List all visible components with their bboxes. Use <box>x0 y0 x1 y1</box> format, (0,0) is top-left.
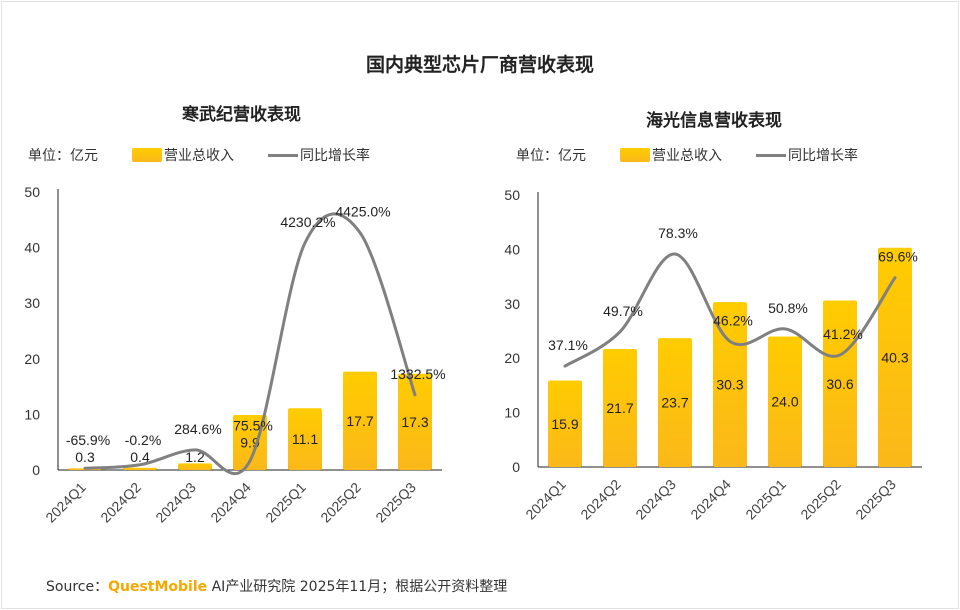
bar-value-label: 0.4 <box>130 449 150 465</box>
x-tick-label: 2025Q3 <box>372 479 419 526</box>
bar-value-label: 1.2 <box>185 449 205 465</box>
growth-label: 50.8% <box>768 300 808 316</box>
bar-value-label: 21.7 <box>606 400 633 416</box>
bar <box>768 336 802 467</box>
growth-line <box>563 252 897 368</box>
growth-label: 284.6% <box>174 421 221 437</box>
bar <box>288 408 322 470</box>
bar-value-label: 30.6 <box>826 376 853 392</box>
legend-line-label: 同比增长率 <box>300 148 370 164</box>
unit-label: 单位：亿元 <box>28 148 98 164</box>
y-tick-label: 20 <box>504 350 520 366</box>
x-tick-label: 2024Q1 <box>42 479 89 526</box>
y-tick-label: 40 <box>24 240 40 256</box>
growth-label: -0.2% <box>125 432 162 448</box>
y-tick-label: 30 <box>24 295 40 311</box>
bar-value-label: 23.7 <box>661 395 688 411</box>
x-tick-label: 2024Q4 <box>207 479 254 526</box>
y-tick-label: 20 <box>24 351 40 367</box>
chart-1: 0 10 20 30 40 50 15.9 2024Q1 21.7 2024Q2 23.7 2024Q… <box>504 187 922 523</box>
bar-value-label: 40.3 <box>881 349 908 365</box>
bar-value-label: 17.3 <box>401 414 428 430</box>
growth-label: 41.2% <box>823 326 863 342</box>
legend-line-swatch <box>268 153 298 157</box>
source-brand: QuestMobile <box>108 579 208 595</box>
growth-label: 69.6% <box>878 249 918 265</box>
bar-value-label: 11.1 <box>292 431 318 447</box>
x-tick-label: 2025Q2 <box>797 476 844 523</box>
growth-label: 37.1% <box>548 337 588 353</box>
growth-label: 1332.5% <box>390 366 445 382</box>
bar <box>178 463 212 470</box>
bar-value-label: 0.3 <box>75 449 95 465</box>
growth-label: -65.9% <box>66 432 110 448</box>
growth-label: 78.3% <box>658 225 698 241</box>
bar <box>823 300 857 467</box>
bar-value-label: 17.7 <box>346 413 373 429</box>
y-tick-label: 0 <box>32 462 40 478</box>
x-tick-label: 2024Q3 <box>152 479 199 526</box>
x-tick-label: 2024Q3 <box>632 476 679 523</box>
bar <box>398 373 432 470</box>
bar <box>658 338 692 467</box>
left-legend: 单位：亿元 营业总收入 同比增长率 <box>28 145 370 165</box>
y-tick-label: 10 <box>504 405 520 421</box>
x-tick-label: 2025Q1 <box>262 479 309 526</box>
y-tick-label: 50 <box>504 187 520 203</box>
bar-value-label: 24.0 <box>771 394 798 410</box>
right-legend: 单位：亿元 营业总收入 同比增长率 <box>516 145 858 165</box>
y-tick-label: 40 <box>504 241 520 257</box>
legend-bar-label: 营业总收入 <box>164 148 234 164</box>
legend-line-swatch <box>756 153 786 157</box>
unit-label: 单位：亿元 <box>516 148 586 164</box>
y-tick-label: 0 <box>512 459 520 475</box>
growth-label: 4425.0% <box>335 204 390 220</box>
x-tick-label: 2024Q2 <box>97 479 144 526</box>
bar-value-label: 30.3 <box>716 377 743 393</box>
growth-label: 49.7% <box>603 303 643 319</box>
growth-label: 4230.2% <box>280 214 335 230</box>
x-tick-label: 2025Q1 <box>742 476 789 523</box>
bar <box>123 467 157 470</box>
legend-bar-swatch <box>620 148 650 162</box>
bar <box>603 348 637 467</box>
y-tick-label: 30 <box>504 296 520 312</box>
bar <box>233 414 267 470</box>
source-prefix: Source： <box>46 579 109 595</box>
right-chart-title: 海光信息营收表现 <box>646 111 782 131</box>
left-chart-title: 寒武纪营收表现 <box>182 105 301 125</box>
x-tick-label: 2025Q3 <box>852 476 899 523</box>
bar <box>343 371 377 470</box>
bar <box>878 247 912 467</box>
y-tick-label: 10 <box>24 406 40 422</box>
legend-line-label: 同比增长率 <box>788 148 858 164</box>
figure-title: 国内典型芯片厂商营收表现 <box>365 54 594 76</box>
growth-label: 46.2% <box>713 312 753 328</box>
growth-label: 75.5% <box>233 417 273 433</box>
source-text: AI产业研究院 2025年11月；根据公开资料整理 <box>207 579 508 595</box>
source-note: Source：QuestMobile AI产业研究院 2025年11月；根据公开… <box>46 576 507 596</box>
legend-bar-label: 营业总收入 <box>652 148 722 164</box>
x-tick-label: 2024Q4 <box>687 476 734 523</box>
legend-bar-swatch <box>132 148 162 162</box>
x-tick-label: 2024Q1 <box>522 476 569 523</box>
bar <box>548 380 582 467</box>
x-tick-label: 2024Q2 <box>577 476 624 523</box>
y-tick-label: 50 <box>24 184 40 200</box>
bar-value-label: 15.9 <box>551 416 578 432</box>
x-tick-label: 2025Q2 <box>317 479 364 526</box>
chart-0: 010203040500.32024Q10.42024Q21.22024Q39.… <box>24 184 445 526</box>
growth-line <box>83 212 417 476</box>
